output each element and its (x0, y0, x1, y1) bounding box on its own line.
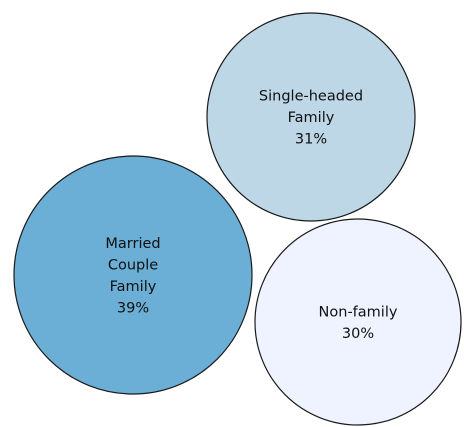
bubble-label-non-family-line-1: Non-family (319, 304, 398, 320)
bubble-label-non-family-line-2: 30% (342, 326, 374, 342)
bubble-circle-single-headed-family (206, 12, 416, 222)
bubble-circle-married-couple-family (13, 155, 253, 395)
bubble-label-married-couple-family-line-4: 39% (117, 300, 149, 316)
bubble-label-married-couple-family-line-2: Couple (108, 257, 158, 273)
bubble-label-single-headed-family-line-2: Family (288, 110, 335, 126)
bubble-single-headed-family: Single-headed Family 31% (206, 12, 416, 222)
bubble-label-married-couple-family-line-3: Family (110, 279, 157, 295)
bubble-non-family: Non-family 30% (254, 218, 462, 426)
bubble-label-single-headed-family-line-1: Single-headed (259, 89, 363, 105)
bubble-label-single-headed-family-line-3: 31% (295, 132, 327, 148)
bubble-label-married-couple-family-line-1: Married (105, 236, 160, 252)
bubble-circle-non-family (254, 218, 462, 426)
bubble-married-couple-family: Married Couple Family 39% (13, 155, 253, 395)
